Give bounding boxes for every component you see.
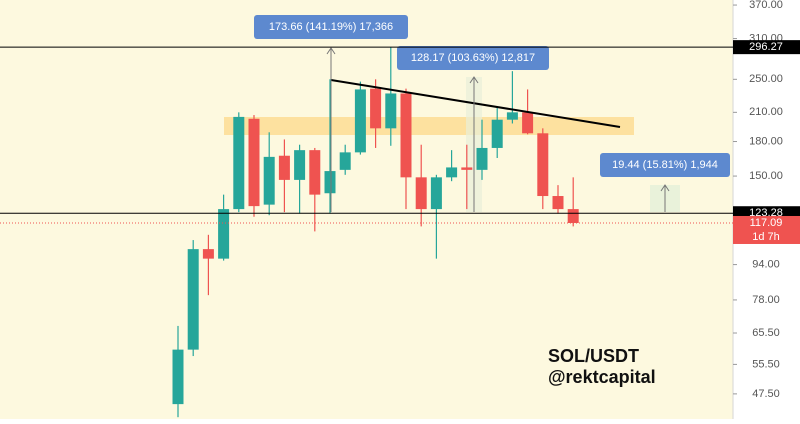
candle-body (324, 171, 336, 194)
measure-arrows (326, 47, 670, 212)
arrow-head (660, 184, 670, 192)
price-label-box (733, 40, 800, 55)
y-tick-label: 250.00 (749, 73, 783, 85)
candle-body (278, 155, 290, 180)
candle-body (309, 150, 321, 195)
candle-body (446, 167, 458, 178)
arrow-head (326, 47, 336, 55)
last-price-label: 117.09 (750, 217, 783, 229)
candle-body (248, 118, 260, 207)
measure-box (397, 46, 549, 70)
candle-body (385, 93, 397, 129)
measure-label: 19.44 (15.81%) 1,944 (612, 159, 718, 171)
candle-body (218, 209, 230, 259)
y-tick-label: 180.00 (749, 135, 783, 147)
measure-box (254, 15, 408, 39)
candle-body (187, 249, 199, 350)
candles (172, 47, 579, 418)
arrow-head (469, 76, 479, 84)
candle-body (461, 167, 473, 170)
measure-label: 128.17 (103.63%) 12,817 (411, 52, 535, 64)
candle-body (552, 196, 564, 210)
candle-body (400, 93, 412, 178)
trendline (330, 79, 621, 128)
y-tick-label: 210.00 (749, 106, 783, 118)
measure-box (600, 153, 730, 177)
candle-body (506, 112, 518, 120)
y-tick-label: 78.00 (752, 294, 780, 306)
candle-body (537, 133, 549, 197)
candle-body (294, 150, 306, 180)
candle-body (233, 116, 245, 210)
candle-body (430, 177, 442, 210)
candle-body (522, 112, 534, 134)
y-tick-label: 150.00 (749, 170, 783, 182)
chart-subtitle: @rektcapital (548, 367, 656, 387)
candle-body (202, 249, 214, 259)
candle-body (263, 156, 275, 205)
measure-label: 173.66 (141.19%) 17,366 (269, 21, 393, 33)
candle-body (172, 349, 184, 405)
candle-body (354, 89, 366, 153)
candle-body (476, 147, 488, 170)
candle-body (339, 152, 351, 170)
chart-title: SOL/USDT (548, 346, 639, 366)
y-tick-label: 94.00 (752, 258, 780, 270)
countdown: 1d 7h (752, 231, 780, 243)
candle-body (491, 119, 503, 148)
plot-background (0, 0, 733, 419)
y-tick-label: 65.50 (752, 327, 780, 339)
y-tick-label: 47.50 (752, 388, 780, 400)
candle-body (415, 177, 427, 210)
y-tick-label: 55.50 (752, 358, 780, 370)
candle-body (370, 88, 382, 129)
y-tick-label: 370.00 (749, 0, 783, 11)
price-label: 296.27 (749, 41, 783, 53)
candle-body (567, 209, 579, 223)
last-price-box (733, 215, 800, 244)
